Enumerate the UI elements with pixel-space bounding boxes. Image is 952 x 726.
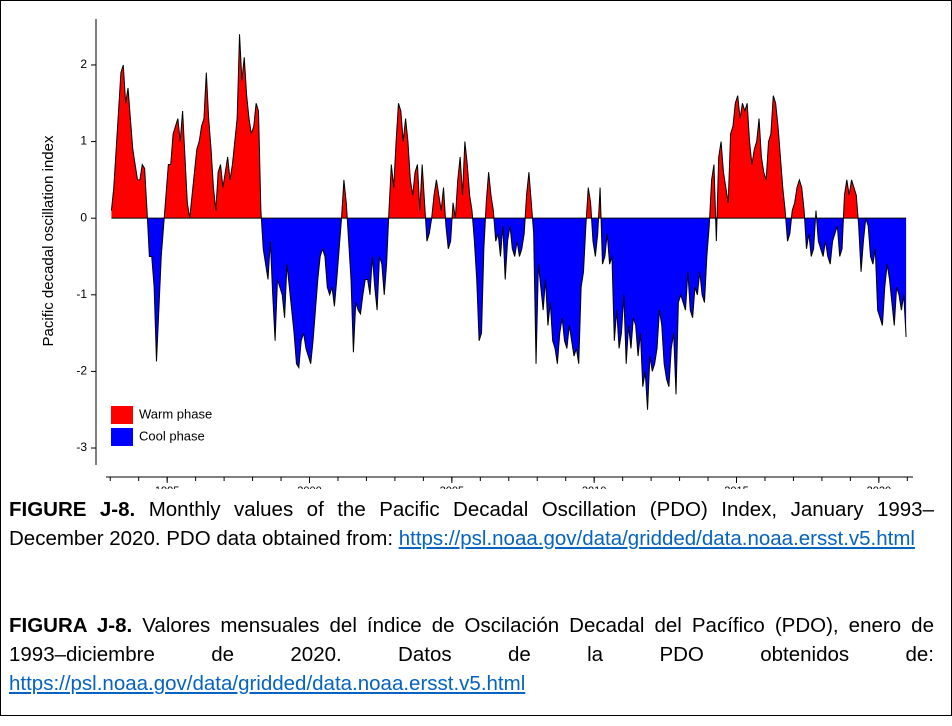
cool-area — [147, 218, 907, 410]
legend-label: Cool phase — [139, 428, 205, 443]
legend-swatch — [111, 428, 133, 446]
legend-label: Warm phase — [139, 406, 212, 421]
y-tick-label: 2 — [80, 57, 87, 71]
y-tick-label: -3 — [76, 440, 87, 454]
caption-link[interactable]: https://psl.noaa.gov/data/gridded/data.n… — [9, 672, 526, 695]
y-tick-label: 1 — [80, 134, 87, 148]
caption-spanish: FIGURA J-8. Valores mensuales del índice… — [9, 611, 934, 698]
y-axis-label: Pacific decadal oscillation index — [40, 135, 57, 346]
chart: Pacific decadal oscillation index -3 -2 -1… — [40, 19, 913, 497]
x-tick-label: 2015 — [724, 485, 748, 489]
x-tick-label: 1995 — [155, 485, 179, 489]
y-tick-label: -1 — [76, 287, 87, 301]
y-tick-label: -2 — [76, 364, 87, 378]
caption-text: Valores mensuales del índice de Oscilaci… — [9, 614, 934, 666]
caption-link[interactable]: https://psl.noaa.gov/data/gridded/data.n… — [398, 527, 915, 550]
x-tick-label: 2000 — [297, 485, 321, 489]
x-tick-label: 2005 — [440, 485, 464, 489]
legend-swatch — [111, 406, 133, 424]
warm-area — [111, 34, 907, 219]
caption-label: FIGURA J-8. — [9, 614, 133, 637]
index-line — [110, 34, 907, 410]
caption-english: FIGURE J-8. Monthly values of the Pacifi… — [9, 495, 934, 553]
x-tick-label: 2020 — [867, 485, 891, 489]
y-tick-label: 0 — [80, 210, 87, 224]
caption-label: FIGURE J-8. — [9, 498, 136, 521]
x-tick-label: 2010 — [582, 485, 606, 489]
caption-text: Monthly values of the Pacific Decadal Os… — [9, 498, 934, 550]
